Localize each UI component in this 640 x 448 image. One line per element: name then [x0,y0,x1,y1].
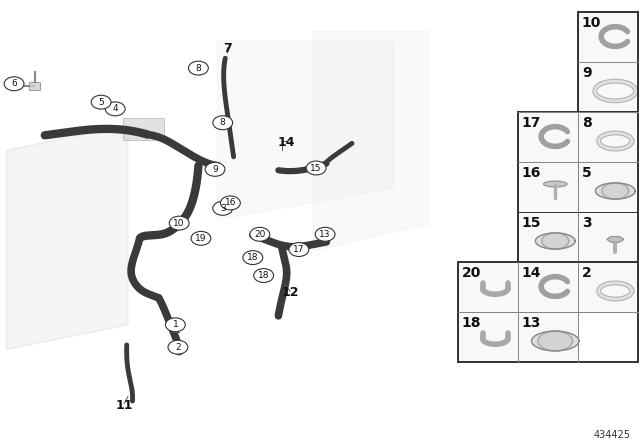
Text: 20: 20 [254,230,266,239]
Polygon shape [314,31,429,251]
Bar [578,212,638,262]
Bar [578,12,638,62]
Circle shape [212,116,232,130]
Text: 434425: 434425 [593,430,630,440]
Text: 8: 8 [196,64,201,73]
Polygon shape [602,183,628,199]
Polygon shape [218,40,394,220]
Bar [29,82,40,90]
Circle shape [220,196,240,210]
Text: 20: 20 [462,266,481,280]
Circle shape [243,251,263,264]
Polygon shape [595,183,635,199]
Circle shape [168,340,188,354]
Text: 1: 1 [173,320,178,329]
Bar [458,262,638,362]
Text: 4: 4 [113,104,118,113]
Text: 18: 18 [247,253,259,262]
Text: 5: 5 [99,98,104,107]
Circle shape [170,216,189,230]
Text: 5: 5 [582,166,591,180]
Text: 11: 11 [115,399,133,412]
Text: 17: 17 [293,245,305,254]
Circle shape [105,102,125,116]
Polygon shape [543,181,567,187]
Text: 6: 6 [12,79,17,88]
Text: 14: 14 [278,135,296,149]
Text: 9: 9 [212,165,218,174]
Text: 12: 12 [281,286,299,299]
Bar [123,118,164,140]
Bar [578,262,638,312]
Text: 8: 8 [582,116,591,129]
Text: 17: 17 [522,116,541,129]
Bar [518,262,578,312]
Circle shape [289,243,309,256]
Text: 8: 8 [220,118,225,127]
Bar [578,62,638,112]
Text: 10: 10 [582,16,601,30]
Bar [458,312,518,362]
Bar [518,312,578,362]
Circle shape [92,95,111,109]
Circle shape [205,162,225,177]
Text: 13: 13 [522,315,541,330]
Text: 15: 15 [310,164,322,172]
Bar [578,112,638,162]
Text: 3: 3 [582,215,591,229]
Circle shape [191,231,211,246]
Text: 16: 16 [225,198,236,207]
Text: 18: 18 [462,315,481,330]
Circle shape [315,228,335,241]
Bar [518,212,578,262]
Text: 18: 18 [258,271,269,280]
Text: 19: 19 [195,234,207,243]
Text: 2: 2 [175,343,180,352]
Polygon shape [532,331,579,351]
Text: 16: 16 [522,166,541,180]
Text: 14: 14 [522,266,541,280]
Polygon shape [536,233,575,249]
Circle shape [212,202,232,215]
Text: 15: 15 [522,215,541,229]
Bar [518,112,578,162]
Text: 10: 10 [173,219,185,228]
Circle shape [189,61,209,75]
Bar [578,162,638,212]
Polygon shape [538,331,573,351]
Polygon shape [6,125,128,349]
Text: 2: 2 [582,266,591,280]
Circle shape [253,269,274,282]
Bar [518,112,638,262]
Circle shape [4,77,24,91]
Text: 9: 9 [582,65,591,80]
Text: 3: 3 [220,204,225,213]
Polygon shape [542,233,569,249]
Text: 7: 7 [223,42,232,55]
Bar [518,162,578,212]
Polygon shape [607,237,624,242]
Bar [578,12,638,112]
Bar [458,262,518,312]
Circle shape [166,318,186,332]
Circle shape [306,161,326,175]
Circle shape [250,228,270,241]
Text: 13: 13 [319,230,331,239]
